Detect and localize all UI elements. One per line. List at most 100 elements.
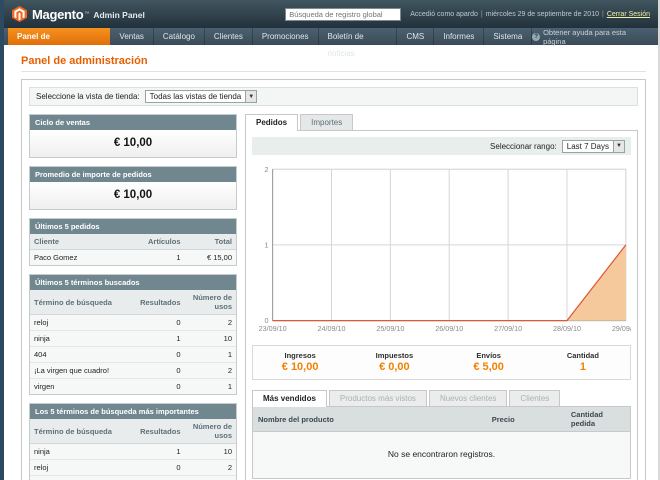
last-orders-title: Últimos 5 pedidos <box>30 219 236 234</box>
svg-text:25/09/10: 25/09/10 <box>376 324 404 333</box>
orders-panel: Seleccionar rango: Last 7 Days ▼ 01223/0… <box>245 130 638 480</box>
col-numero-de-usos: Número de usos <box>185 419 237 444</box>
grid-tabs: Más vendidosProductos más vistosNuevos c… <box>252 390 631 406</box>
title-divider <box>21 71 646 72</box>
col-cliente: Cliente <box>30 234 133 250</box>
range-bar: Seleccionar rango: Last 7 Days ▼ <box>252 137 631 155</box>
table-row: ¡La virgen que cuadro!02 <box>30 476 236 480</box>
logo-subtitle: Admin Panel <box>93 10 144 20</box>
store-view-select[interactable]: Todas las vistas de tienda ▼ <box>145 90 258 103</box>
nav-item-sistema[interactable]: Sistema <box>484 28 532 45</box>
global-search-input[interactable] <box>285 8 401 21</box>
nav-item-promociones[interactable]: Promociones <box>253 28 319 45</box>
table-row: reloj02 <box>30 460 236 476</box>
average-orders-title: Promedio de importe de pedidos <box>30 167 236 182</box>
empty-message: No se encontraron registros. <box>253 432 630 479</box>
page-help-link[interactable]: ? Obtener ayuda para esta página <box>532 28 658 45</box>
col-cantidad-pedida: Cantidad pedida <box>566 407 630 432</box>
nav-item-catalogo[interactable]: Catálogo <box>154 28 205 45</box>
magento-admin-window: Magento ™ Admin Panel Accedió como apard… <box>0 0 660 480</box>
average-orders-value: € 10,00 <box>30 182 236 209</box>
help-icon: ? <box>532 33 540 41</box>
table-row: ninja110 <box>30 331 236 347</box>
total-label: Cantidad <box>536 351 630 360</box>
col-termino-de-busqueda: Término de búsqueda <box>30 290 133 315</box>
tab-clientes: Clientes <box>509 390 560 406</box>
col-termino-de-busqueda: Término de búsqueda <box>30 419 133 444</box>
col-numero-de-usos: Número de usos <box>185 290 237 315</box>
svg-text:28/09/10: 28/09/10 <box>553 324 581 333</box>
dashboard-container: Seleccione la vista de tienda: Todas las… <box>21 79 646 480</box>
bestsellers-table: Nombre del productoPrecioCantidad pedida… <box>253 407 630 478</box>
col-resultados: Resultados <box>133 290 185 315</box>
tab-nuevos-clientes: Nuevos clientes <box>429 390 507 406</box>
svg-text:29/09/10: 29/09/10 <box>612 324 631 333</box>
content-area: Panel de administración Seleccione la vi… <box>4 45 658 480</box>
totals-row: Ingresos€ 10,00Impuestos€ 0,00Envíos€ 5,… <box>252 345 631 380</box>
col-total: Total <box>185 234 237 250</box>
logo-title: Magento <box>32 7 83 22</box>
separator: | <box>602 11 604 18</box>
main-nav: Panel de administraciónVentasCatálogoCli… <box>4 28 658 45</box>
total-ingresos: Ingresos€ 10,00 <box>253 351 347 373</box>
svg-text:26/09/10: 26/09/10 <box>435 324 463 333</box>
tab-mas-vendidos[interactable]: Más vendidos <box>252 390 327 407</box>
table-row: virgen01 <box>30 379 236 395</box>
lifetime-sales-value: € 10,00 <box>30 130 236 157</box>
total-value: 1 <box>536 361 630 373</box>
lifetime-sales-widget: Ciclo de ventas € 10,00 <box>29 114 237 158</box>
nav-item-boletin-de-noticias[interactable]: Boletín de noticias <box>319 28 398 45</box>
table-row: ¡La virgen que cuadro!02 <box>30 363 236 379</box>
last-orders-widget: Últimos 5 pedidos ClienteArtículosTotalP… <box>29 218 237 266</box>
logout-link[interactable]: Cerrar Sesión <box>607 11 650 18</box>
last-search-terms-title: Últimos 5 términos buscados <box>30 275 236 290</box>
last-search-terms-table: Término de búsquedaResultadosNúmero de u… <box>30 290 236 394</box>
nav-item-panel-de-administracion[interactable]: Panel de administración <box>8 28 110 45</box>
top-search-terms-title: Los 5 términos de búsqueda más important… <box>30 404 236 419</box>
total-impuestos: Impuestos€ 0,00 <box>347 351 441 373</box>
range-select[interactable]: Last 7 Days ▼ <box>562 140 625 153</box>
svg-text:24/09/10: 24/09/10 <box>317 324 345 333</box>
table-row: Paco Gomez1€ 15,00 <box>30 250 236 266</box>
store-view-bar: Seleccione la vista de tienda: Todas las… <box>29 87 638 106</box>
svg-text:2: 2 <box>264 165 268 174</box>
nav-items: Panel de administraciónVentasCatálogoCli… <box>8 28 532 45</box>
top-search-terms-widget: Los 5 términos de búsqueda más important… <box>29 403 237 480</box>
empty-row: No se encontraron registros. <box>253 432 630 479</box>
nav-item-informes[interactable]: Informes <box>434 28 484 45</box>
magento-logo-icon <box>12 6 27 22</box>
bestsellers-grid: Nombre del productoPrecioCantidad pedida… <box>252 406 631 479</box>
nav-item-cms[interactable]: CMS <box>397 28 434 45</box>
nav-item-ventas[interactable]: Ventas <box>110 28 153 45</box>
last-search-terms-widget: Últimos 5 términos buscados Término de b… <box>29 274 237 395</box>
dashboard-main: PedidosImportes Seleccionar rango: Last … <box>245 114 638 480</box>
logo-trademark: ™ <box>84 11 89 17</box>
tab-pedidos[interactable]: Pedidos <box>245 114 298 131</box>
tab-importes[interactable]: Importes <box>300 114 353 130</box>
col-precio: Precio <box>487 407 566 432</box>
header-date: miércoles 29 de septiembre de 2010 <box>486 11 599 18</box>
svg-text:27/09/10: 27/09/10 <box>494 324 522 333</box>
header: Magento ™ Admin Panel Accedió como apard… <box>4 0 658 28</box>
chevron-down-icon: ▼ <box>613 141 624 152</box>
total-value: € 0,00 <box>347 361 441 373</box>
nav-item-clientes[interactable]: Clientes <box>205 28 253 45</box>
dashboard-tabs: PedidosImportes <box>245 114 638 130</box>
header-user-info: Accedió como apardo|miércoles 29 de sept… <box>410 11 650 18</box>
total-envios: Envíos€ 5,00 <box>442 351 536 373</box>
total-cantidad: Cantidad1 <box>536 351 630 373</box>
svg-text:23/09/10: 23/09/10 <box>259 324 287 333</box>
range-label: Seleccionar rango: <box>490 142 557 151</box>
svg-text:1: 1 <box>264 240 268 249</box>
total-label: Impuestos <box>347 351 441 360</box>
total-label: Ingresos <box>253 351 347 360</box>
total-value: € 5,00 <box>442 361 536 373</box>
last-orders-table: ClienteArtículosTotalPaco Gomez1€ 15,00 <box>30 234 236 265</box>
chevron-down-icon: ▼ <box>245 91 256 102</box>
total-value: € 10,00 <box>253 361 347 373</box>
col-nombre-del-producto: Nombre del producto <box>253 407 487 432</box>
separator: | <box>481 11 483 18</box>
col-resultados: Resultados <box>133 419 185 444</box>
total-label: Envíos <box>442 351 536 360</box>
tab-productos-mas-vistos: Productos más vistos <box>329 390 427 406</box>
